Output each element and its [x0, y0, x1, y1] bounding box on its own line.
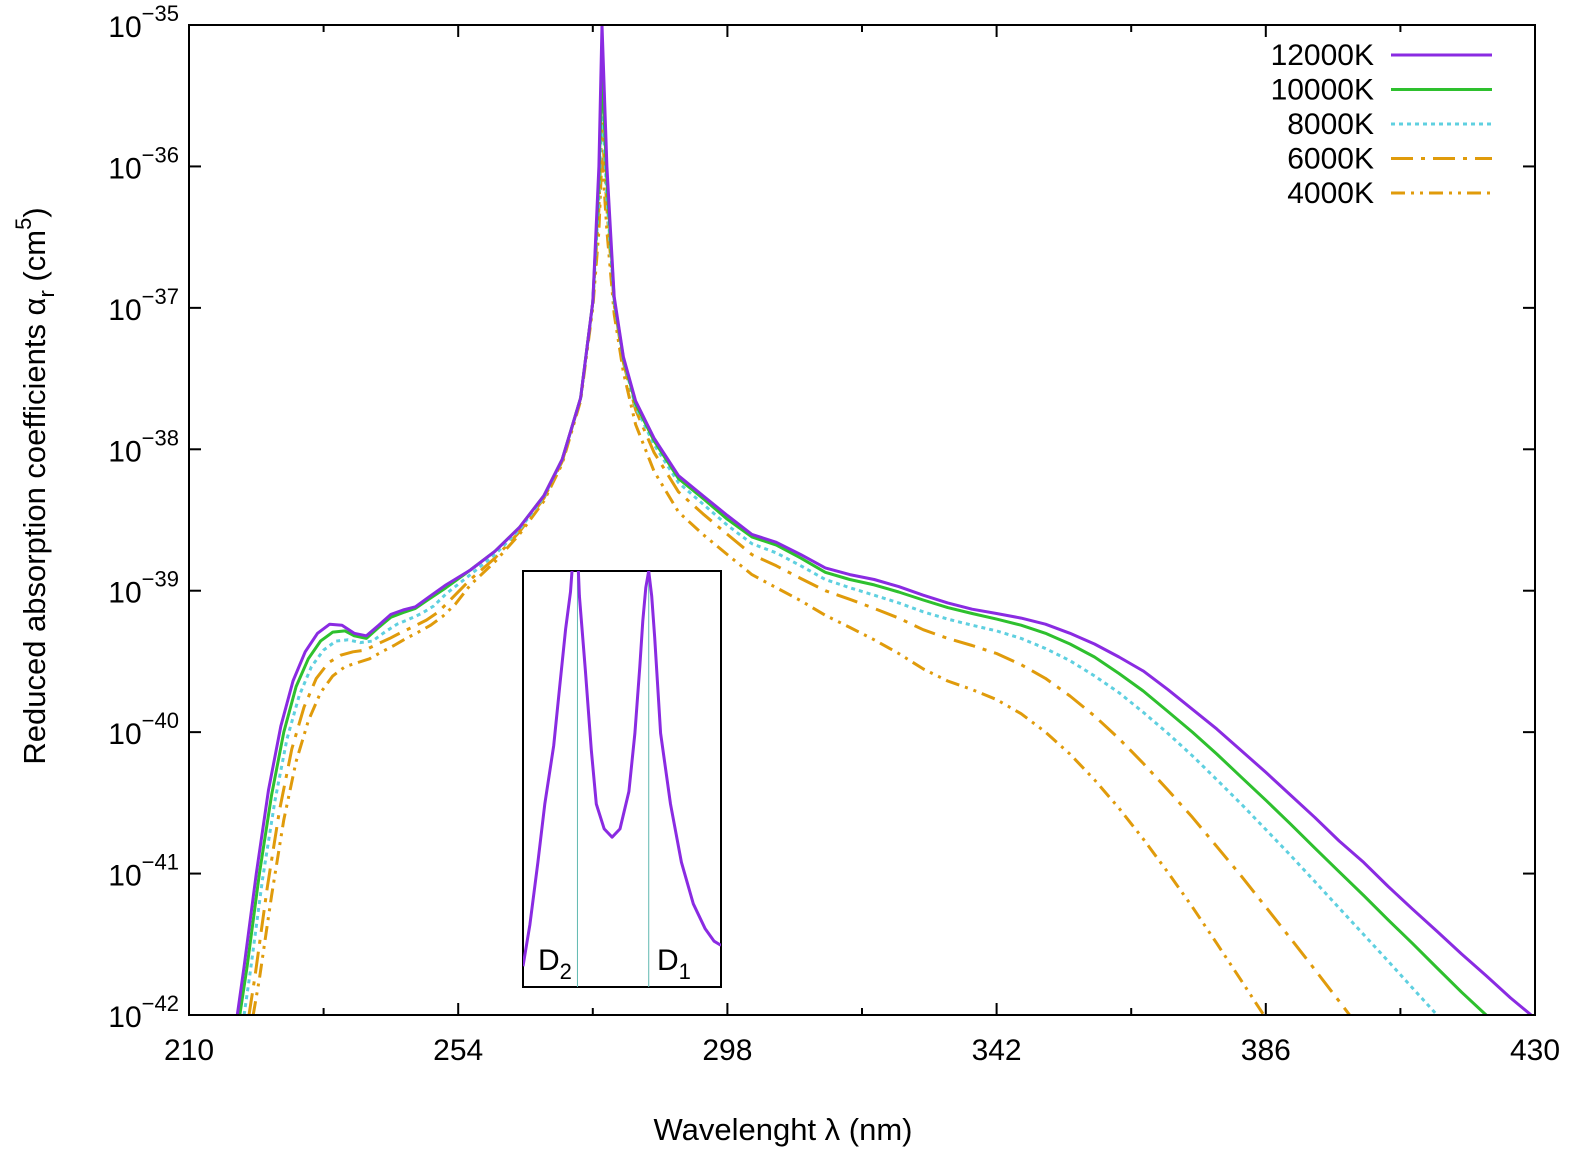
x-axis-title: Wavelenght λ (nm) — [654, 1112, 913, 1147]
legend-label-6000K: 6000K — [1287, 143, 1374, 176]
x-tick-label: 342 — [972, 1034, 1022, 1067]
x-tick-label: 386 — [1241, 1034, 1291, 1067]
y-tick-label: 10−40 — [108, 708, 179, 751]
x-tick-label: 430 — [1510, 1034, 1560, 1067]
axes: 210 254 298 342 386 430 10−35 10−36 10−37 10−38 10… — [108, 1, 1560, 1067]
series-layer — [235, 25, 1534, 1015]
legend-label-10000K: 10000K — [1271, 74, 1374, 107]
series-line-12000K — [235, 25, 1534, 1015]
inset-plot: D2 D1 — [522, 570, 722, 988]
legend-label-8000K: 8000K — [1287, 108, 1374, 141]
inset-label-D1: D1 — [657, 944, 691, 984]
series-line-4000K — [251, 153, 1266, 1015]
y-tick-label: 10−35 — [108, 1, 179, 44]
x-tick-label: 210 — [164, 1034, 214, 1067]
inset-curve — [523, 571, 721, 967]
x-tick-label: 298 — [702, 1034, 752, 1067]
series-line-10000K — [238, 66, 1489, 1015]
inset-frame — [522, 570, 722, 988]
y-tick-label: 10−37 — [108, 284, 179, 327]
y-tick-label: 10−36 — [108, 142, 179, 185]
y-axis-title: Reduced absorption coefficients αr (cm5) — [11, 207, 59, 764]
x-tick-label: 254 — [433, 1034, 483, 1067]
y-tick-label: 10−39 — [108, 567, 179, 610]
series-line-8000K — [242, 97, 1440, 1015]
y-tick-label: 10−38 — [108, 425, 179, 468]
legend-label-12000K: 12000K — [1271, 39, 1374, 72]
y-tick-label: 10−42 — [108, 991, 179, 1034]
legend-label-4000K: 4000K — [1287, 177, 1374, 210]
inset-label-D2: D2 — [538, 944, 572, 984]
y-tick-label: 10−41 — [108, 850, 179, 893]
series-line-6000K — [247, 122, 1352, 1015]
